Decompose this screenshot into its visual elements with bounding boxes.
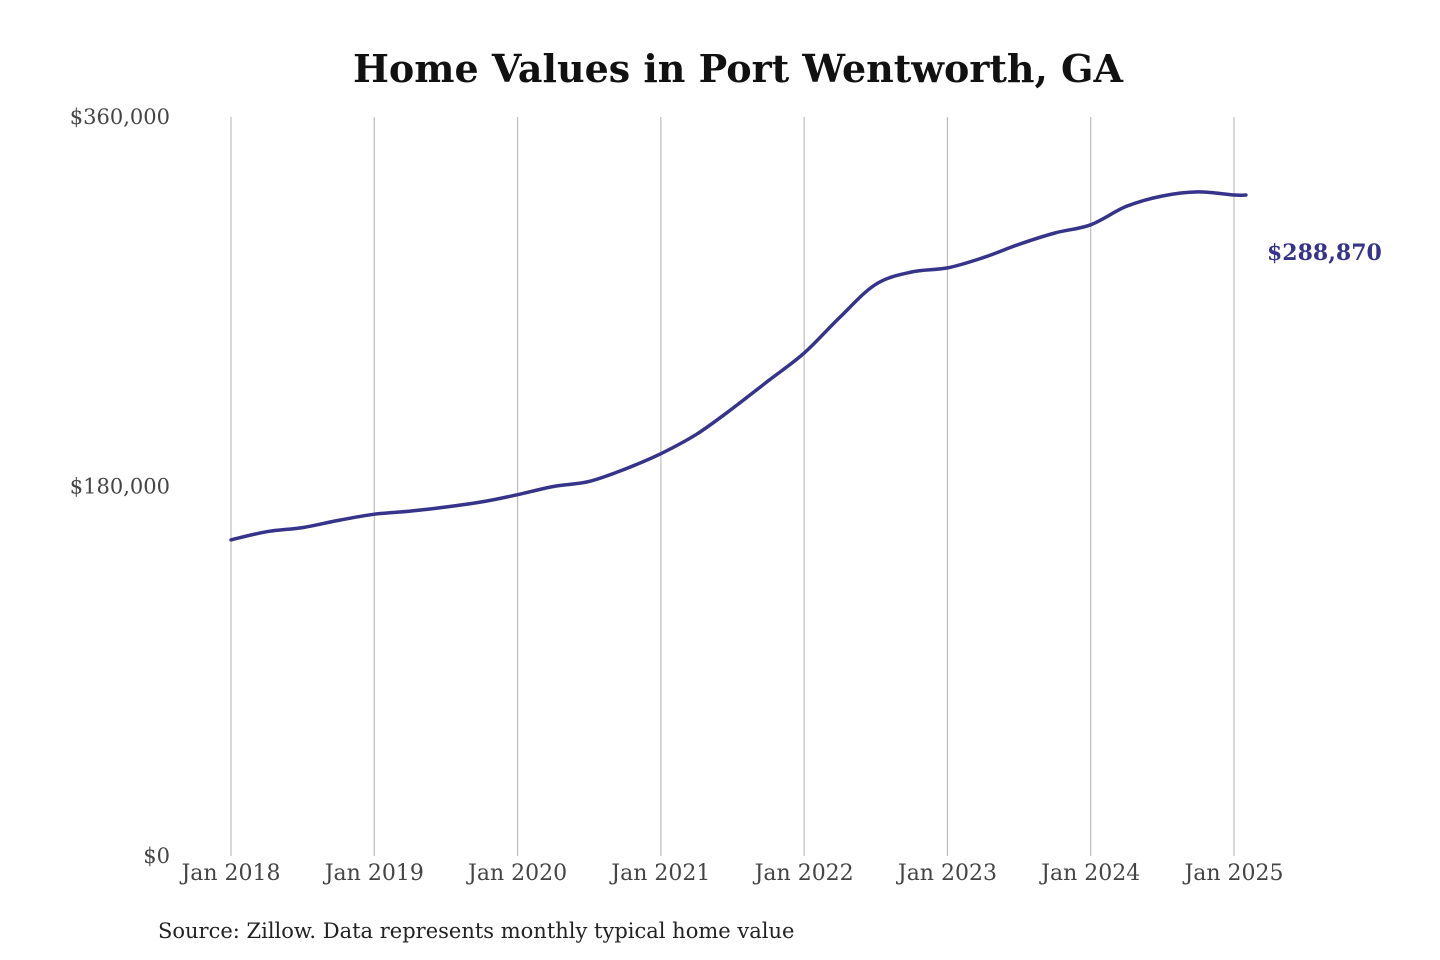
- end-value-label: $288,870: [1267, 240, 1382, 266]
- gridlines: [230, 117, 1235, 856]
- y-tick-label: $360,000: [70, 105, 170, 129]
- x-axis-ticks: Jan 2018 Jan 2019 Jan 2020 Jan 2021 Jan 2022…: [179, 861, 1283, 886]
- series-line: [229, 190, 1248, 542]
- y-tick-label: $180,000: [70, 475, 170, 499]
- y-tick-label: $0: [143, 844, 170, 868]
- x-tick-label: Jan 2023: [896, 861, 997, 886]
- series-layer: [229, 190, 1248, 542]
- x-tick-label: Jan 2018: [179, 861, 280, 886]
- source-note: Source: Zillow. Data represents monthly …: [158, 919, 794, 943]
- x-tick-label: Jan 2024: [1039, 861, 1140, 886]
- x-tick-label: Jan 2020: [466, 861, 567, 886]
- x-tick-label: Jan 2021: [609, 861, 710, 886]
- chart-title: Home Values in Port Wentworth, GA: [353, 46, 1123, 91]
- y-axis-ticks: $0 $180,000 $360,000: [70, 105, 170, 868]
- x-tick-label: Jan 2022: [753, 861, 854, 886]
- x-tick-label: Jan 2019: [323, 861, 424, 886]
- x-tick-label: Jan 2025: [1182, 861, 1283, 886]
